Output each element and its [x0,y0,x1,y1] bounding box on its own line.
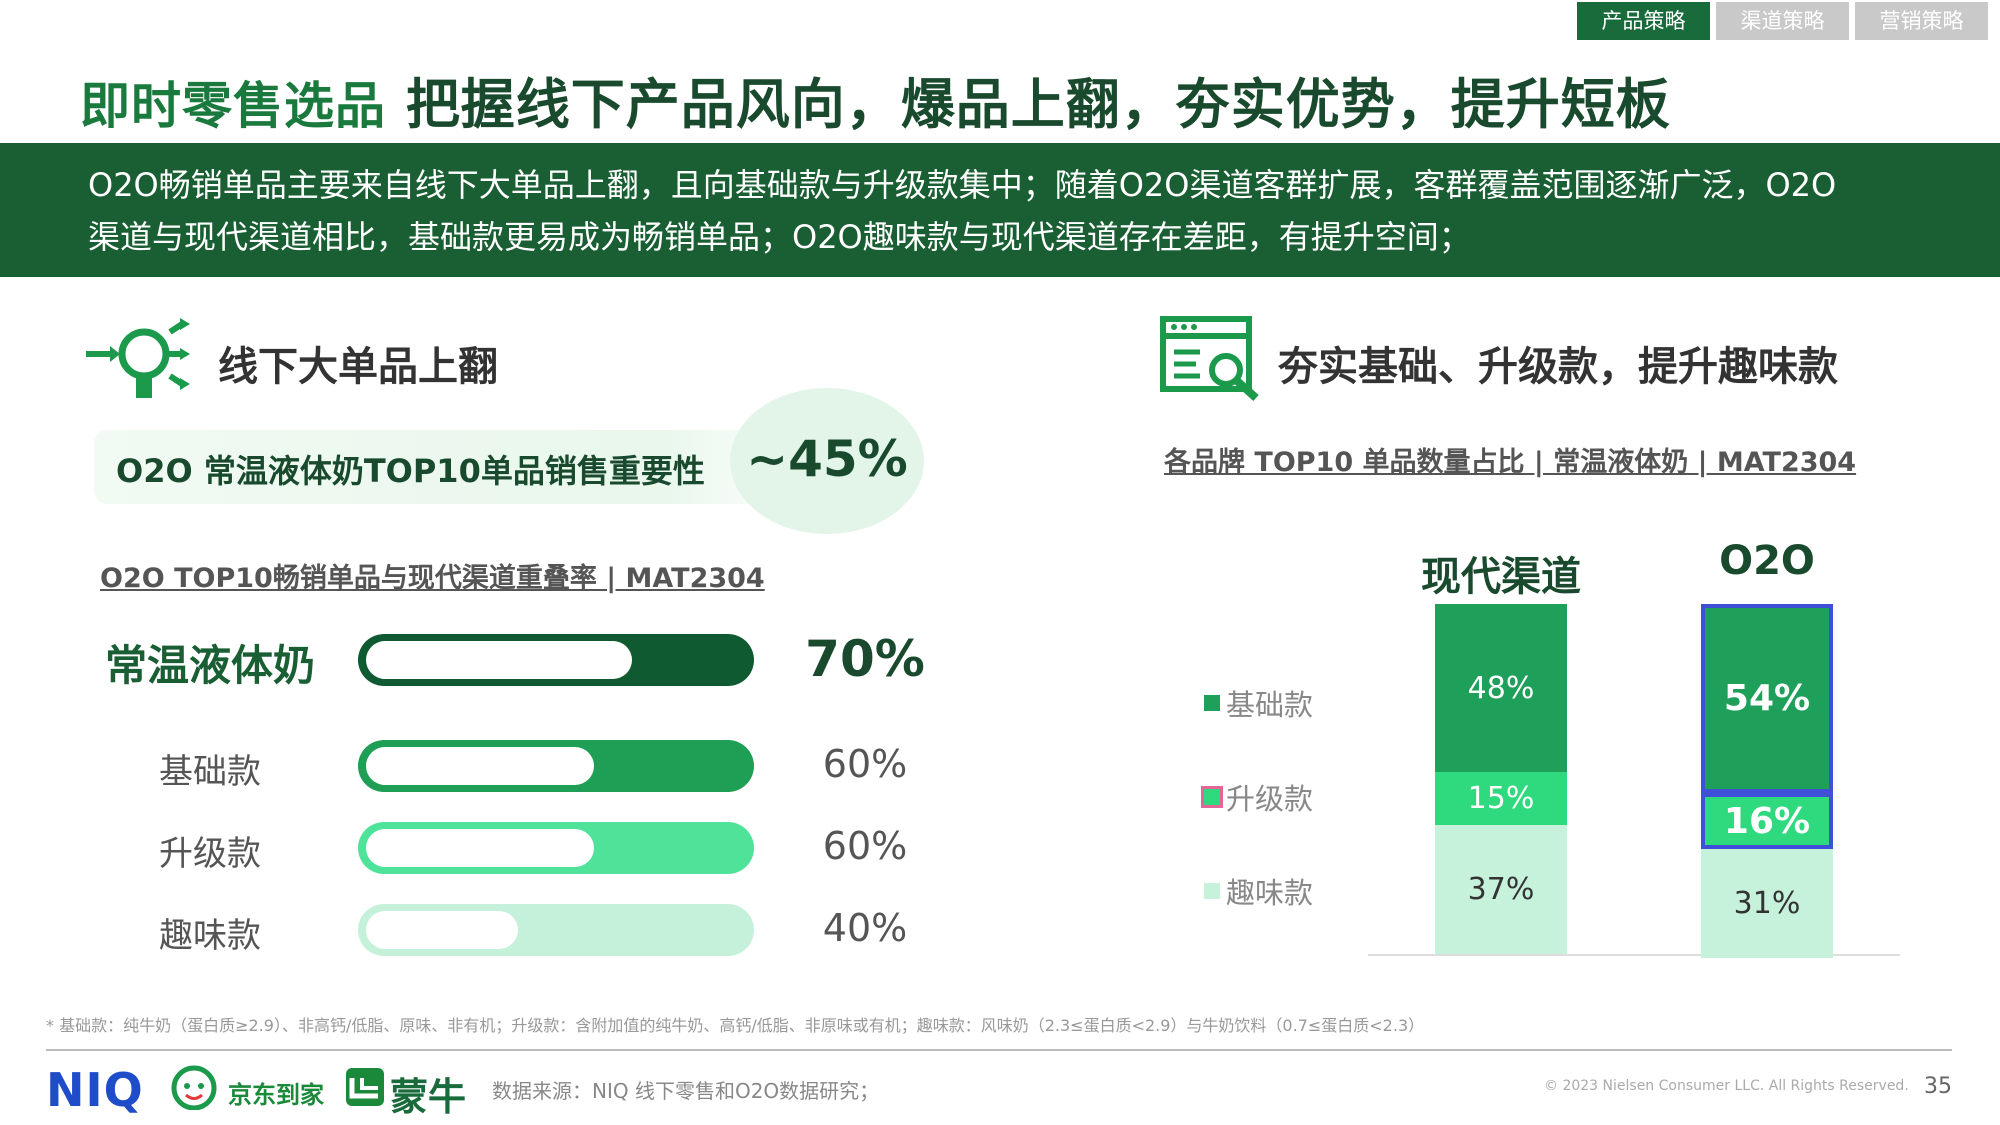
mengniu-mark-icon [346,1068,384,1106]
legend-label: 基础款 [1226,688,1314,722]
legend-item: 升级款 [1201,776,1314,818]
overlap-bar-value: 70% [805,630,925,688]
tab-product-strategy[interactable]: 产品策略 [1577,2,1710,40]
stack-segment: 31% [1701,849,1833,958]
overlap-bar-fill [366,641,632,679]
jd-mascot-icon [171,1065,217,1110]
stack-segment: 16% [1701,793,1833,849]
search-document-icon [1160,316,1259,401]
right-section-title: 夯实基础、升级款，提升趣味款 [1278,344,1838,390]
summary-banner: O2O畅销单品主要来自线下大单品上翻，且向基础款与升级款集中；随着O2O渠道客群… [0,143,2000,277]
stack-category-label: O2O [1719,538,1815,584]
overlap-bar-label: 升级款 [159,834,261,874]
niq-logo: NIQ [46,1063,144,1117]
page-title-main: 把握线下产品风向，爆品上翻，夯实优势，提升短板 [405,73,1671,136]
tab-marketing-strategy[interactable]: 营销策略 [1855,2,1988,40]
footnote: * 基础款：纯牛奶（蛋白质≥2.9）、非高钙/低脂、原味、非有机；升级款：含附加… [46,1016,1425,1035]
overlap-bar [358,822,754,874]
overlap-bar [358,740,754,792]
overlap-bar [358,634,754,686]
legend-item: 基础款 [1204,682,1313,724]
tab-channel-strategy[interactable]: 渠道策略 [1716,2,1849,40]
nav-tabs: 产品策略 渠道策略 营销策略 [1577,2,1988,40]
overlap-bar-fill [366,747,594,785]
overlap-bar-value: 60% [822,824,908,868]
legend-swatch [1201,786,1223,808]
jd-daojia-logo: 京东到家 [228,1081,324,1109]
overlap-bar-label: 基础款 [159,752,261,792]
page-title: 即时零售选品 把握线下产品风向，爆品上翻，夯实优势，提升短板 [80,60,1671,139]
stack-category-label: 现代渠道 [1421,554,1581,600]
overlap-bar [358,904,754,956]
page-title-highlight: 即时零售选品 [80,77,386,135]
flow-split-icon [86,318,190,398]
mengniu-logo: 蒙牛 [390,1075,467,1119]
left-chart-title: O2O TOP10畅销单品与现代渠道重叠率 | MAT2304 [100,563,765,594]
stack-segment: 15% [1435,772,1567,825]
kpi-value: ~45% [746,430,908,488]
data-source: 数据来源：NIQ 线下零售和O2O数据研究； [492,1079,880,1103]
overlap-bar-label: 常温液体奶 [104,641,315,690]
overlap-bar-label: 趣味款 [159,916,261,956]
kpi-pill [94,430,806,504]
page-number: 35 [1924,1074,1952,1099]
stack-segment: 54% [1701,604,1833,793]
x-axis-line [1368,954,1900,956]
kpi-circle [730,388,924,534]
overlap-bar-fill [366,911,518,949]
stack-segment: 37% [1435,824,1567,954]
legend-label: 趣味款 [1226,876,1314,910]
legend-item: 趣味款 [1204,870,1313,912]
left-section-title: 线下大单品上翻 [218,344,498,390]
right-chart-title: 各品牌 TOP10 单品数量占比 | 常温液体奶 | MAT2304 [1164,447,1857,478]
kpi-label: O2O 常温液体奶TOP10单品销售重要性 [116,452,705,490]
overlap-bar-value: 40% [822,906,908,950]
legend-label: 升级款 [1226,782,1314,816]
summary-line-2: 渠道与现代渠道相比，基础款更易成为畅销单品；O2O趣味款与现代渠道存在差距，有提… [88,218,1471,256]
summary-line-1: O2O畅销单品主要来自线下大单品上翻，且向基础款与升级款集中；随着O2O渠道客群… [88,166,1837,204]
overlap-bar-fill [366,829,594,867]
stack-segment: 48% [1435,604,1567,772]
legend-swatch [1204,883,1220,899]
footer-rule [46,1049,1952,1051]
overlap-bar-value: 60% [822,742,908,786]
copyright: © 2023 Nielsen Consumer LLC. All Rights … [1544,1078,1909,1094]
legend-swatch [1204,695,1220,711]
